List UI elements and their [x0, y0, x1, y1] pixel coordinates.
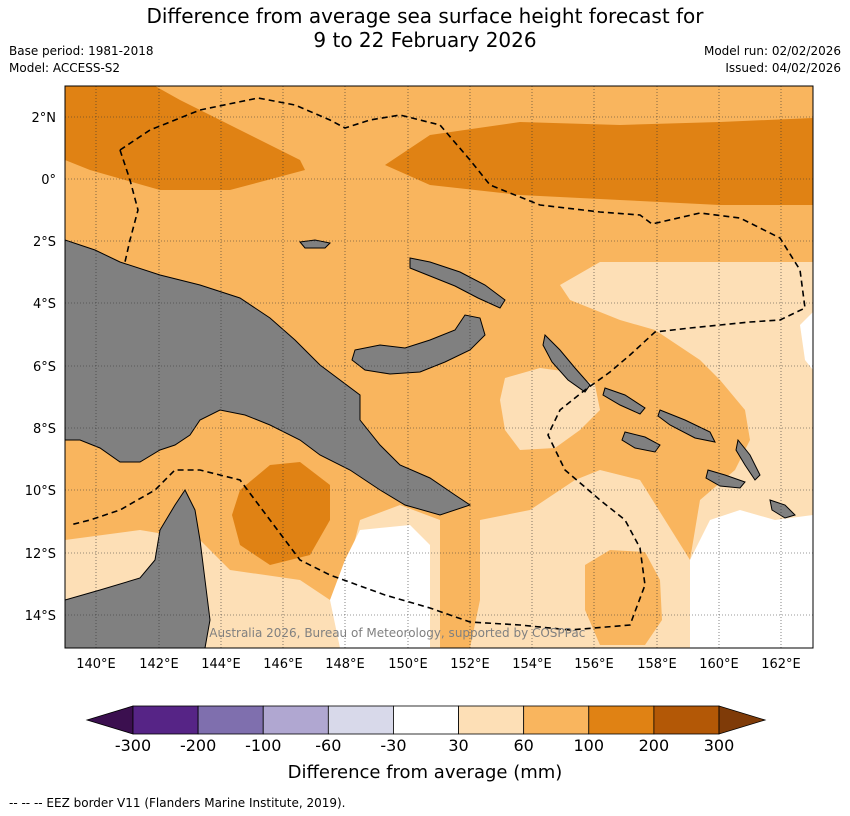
land-new-britain [351, 314, 486, 375]
eez-legend-text: -- -- -- EEZ border V11 (Flanders Marine… [9, 796, 346, 810]
land-guadalcanal [621, 431, 661, 453]
lon-label: 154°E [512, 657, 552, 672]
land-espiritu-santo [769, 499, 796, 519]
land-malaita [735, 438, 761, 481]
colorbar-arrow-high [718, 705, 767, 735]
colorbar-tick-label: 100 [574, 736, 605, 755]
gridlines [65, 86, 813, 648]
lat-labels: 2°N 0° 2°S 4°S 6°S 8°S 10°S 12°S 14°S [25, 111, 56, 624]
lat-label: 12°S [25, 547, 56, 562]
anomaly-zone-neutral-southeast [690, 510, 813, 648]
colorbar-tick-label: 30 [448, 736, 468, 755]
colorbar-segment [458, 705, 525, 735]
colorbar-segment [588, 705, 655, 735]
colorbar-segment [523, 705, 590, 735]
colorbar: -300 -200 -100 -60 -30 30 60 100 200 300 [85, 705, 767, 755]
colorbar-segment [262, 705, 329, 735]
map-frame [64, 85, 814, 649]
land-new-ireland [409, 257, 506, 309]
lon-label: 158°E [637, 657, 677, 672]
issued-text: Issued: 04/02/2026 [725, 61, 841, 75]
lon-label: 156°E [574, 657, 614, 672]
colorbar-tick-label: 300 [704, 736, 735, 755]
colorbar-title: Difference from average (mm) [288, 762, 563, 783]
lon-label: 150°E [388, 657, 428, 672]
colorbar-tick-label: -300 [115, 736, 151, 755]
colorbar-arrow-low [85, 705, 134, 735]
anomaly-zone-30-60-central [500, 368, 600, 450]
base-period-text: Base period: 1981-2018 [9, 44, 154, 58]
title-line-2: 9 to 22 February 2026 [313, 28, 537, 52]
lon-label: 140°E [76, 657, 116, 672]
eez-border-north [119, 149, 139, 263]
colorbar-tick-label: -200 [180, 736, 216, 755]
land-masses [65, 239, 796, 648]
lon-label: 162°E [761, 657, 801, 672]
lon-label: 146°E [263, 657, 303, 672]
lat-label: 2°N [32, 111, 57, 126]
eez-border [69, 97, 806, 631]
colorbar-tick-label: -60 [315, 736, 341, 755]
colorbar-tick-label: -30 [380, 736, 406, 755]
lon-label: 148°E [325, 657, 365, 672]
meta-right: Model run: 02/02/2026 Issued: 04/02/2026 [704, 43, 841, 77]
lat-label: 2°S [33, 235, 56, 250]
copyright-text: © Commonwealth of Australia 2026, Bureau… [80, 626, 585, 640]
anomaly-zone-60-100-patch [585, 550, 662, 645]
land-santa-isabel [657, 409, 716, 443]
meta-left: Base period: 1981-2018 Model: ACCESS-S2 [9, 43, 154, 77]
map-area: © Commonwealth of Australia 2026, Bureau… [65, 86, 813, 648]
colorbar-segment [653, 705, 720, 735]
lat-label: 6°S [33, 360, 56, 375]
lon-label: 152°E [450, 657, 490, 672]
colorbar-segment [197, 705, 264, 735]
map-title: Difference from average sea surface heig… [0, 4, 850, 52]
land-new-guinea [65, 239, 472, 516]
anomaly-zone-neutral-southwest [330, 525, 430, 648]
colorbar-segment [327, 705, 394, 735]
colorbar-tick-label: 200 [639, 736, 670, 755]
colorbar-segment [132, 705, 199, 735]
lat-label: 8°S [33, 422, 56, 437]
model-text: Model: ACCESS-S2 [9, 61, 121, 75]
lon-label: 160°E [699, 657, 739, 672]
lon-labels: 140°E 142°E 144°E 146°E 148°E 150°E 152°… [76, 657, 801, 672]
land-makira [705, 469, 746, 489]
model-run-text: Model run: 02/02/2026 [703, 44, 841, 58]
anomaly-zone-neutral-east [800, 312, 813, 370]
land-choiseul [602, 387, 646, 415]
lat-label: 0° [41, 173, 56, 188]
title-line-1: Difference from average sea surface heig… [146, 4, 704, 28]
lat-label: 4°S [33, 297, 56, 312]
anomaly-zone-100-200-north-east [385, 118, 813, 205]
lon-label: 142°E [139, 657, 179, 672]
colorbar-tick-label: -100 [245, 736, 281, 755]
colorbar-tick-label: 60 [513, 736, 533, 755]
lat-label: 10°S [25, 484, 56, 499]
land-australia [65, 489, 211, 648]
lon-label: 144°E [201, 657, 241, 672]
anomaly-zone-100-200-south [232, 462, 330, 565]
land-bougainville [542, 333, 591, 393]
colorbar-segment [393, 705, 459, 735]
lat-label: 14°S [25, 609, 56, 624]
land-manus [299, 239, 332, 249]
